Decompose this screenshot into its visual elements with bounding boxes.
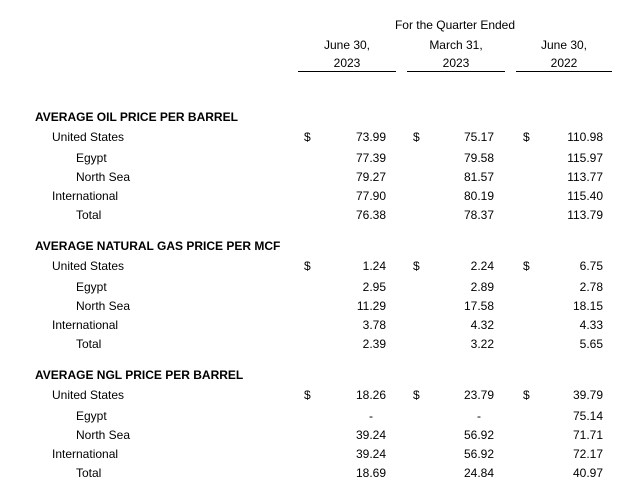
table-cell-value: 76.38 <box>355 208 386 222</box>
currency-symbol: $ <box>523 130 530 144</box>
table-cell-value: 115.40 <box>567 189 603 203</box>
table-cell-value: 81.57 <box>463 170 494 184</box>
table-cell-value: 77.39 <box>355 151 386 165</box>
table-cell-value: 113.77 <box>567 170 603 184</box>
table-cell-value: 4.32 <box>470 318 494 332</box>
table-cell-value: 71.71 <box>572 428 603 442</box>
table-cell-value: 2.39 <box>362 337 386 351</box>
table-cell-value: 11.29 <box>356 299 386 313</box>
row-label: International <box>52 447 119 461</box>
column-header-2-line1: March 31, <box>429 38 483 52</box>
table-cell-value: 78.37 <box>463 208 494 222</box>
row-label: United States <box>52 259 125 273</box>
row-label: North Sea <box>76 299 131 313</box>
row-label: United States <box>52 130 125 144</box>
table-cell-value: 56.92 <box>463 447 494 461</box>
table-cell-value: 56.92 <box>463 428 494 442</box>
table-cell-value: 115.97 <box>567 151 603 165</box>
period-title: For the Quarter Ended <box>394 18 516 32</box>
section-title: AVERAGE NATURAL GAS PRICE PER MCF <box>35 239 281 253</box>
table-cell-value: 79.58 <box>463 151 494 165</box>
table-cell-value: 6.75 <box>579 259 603 273</box>
column-header-3-line2: 2022 <box>550 56 578 70</box>
table-cell-value: 3.78 <box>362 318 386 332</box>
table-cell-value: 77.90 <box>355 189 386 203</box>
currency-symbol: $ <box>304 130 311 144</box>
column-header-1-line1: June 30, <box>323 38 371 52</box>
row-label: Total <box>76 208 102 222</box>
section-title: AVERAGE OIL PRICE PER BARREL <box>35 110 238 124</box>
table-cell-value: 39.24 <box>355 428 386 442</box>
column-header-1-line2: 2023 <box>333 56 361 70</box>
table-cell-value: 75.14 <box>572 409 603 423</box>
row-label: Egypt <box>76 151 107 165</box>
row-label: North Sea <box>76 170 131 184</box>
table-cell-value: 72.17 <box>572 447 603 461</box>
table-cell-value: 17.58 <box>463 299 494 313</box>
table-cell-value: 18.15 <box>572 299 603 313</box>
table-cell-value: 39.24 <box>355 447 386 461</box>
table-cell-value: - <box>477 409 481 423</box>
table-cell-value: 110.98 <box>567 130 603 144</box>
table-cell-value: 2.78 <box>579 280 603 294</box>
table-cell-value: 73.99 <box>355 130 386 144</box>
currency-symbol: $ <box>413 388 420 402</box>
row-label: North Sea <box>76 428 131 442</box>
table-cell-value: 4.33 <box>579 318 603 332</box>
table-cell-value: 3.22 <box>470 337 494 351</box>
column-header-1-underline <box>298 71 396 72</box>
column-header-2-underline <box>407 71 505 72</box>
row-label: Total <box>76 466 102 480</box>
row-label: Egypt <box>76 409 107 423</box>
currency-symbol: $ <box>304 388 311 402</box>
table-cell-value: 2.95 <box>362 280 386 294</box>
table-cell-value: 2.24 <box>470 259 494 273</box>
row-label: United States <box>52 388 125 402</box>
column-header-2-line2: 2023 <box>442 56 470 70</box>
table-cell-value: 80.19 <box>463 189 494 203</box>
currency-symbol: $ <box>413 259 420 273</box>
column-header-3-underline <box>516 71 612 72</box>
table-cell-value: 75.17 <box>463 130 494 144</box>
table-cell-value: 18.26 <box>355 388 386 402</box>
currency-symbol: $ <box>523 259 530 273</box>
currency-symbol: $ <box>523 388 530 402</box>
row-label: International <box>52 318 119 332</box>
table-cell-value: 79.27 <box>355 170 386 184</box>
section-title: AVERAGE NGL PRICE PER BARREL <box>35 368 244 382</box>
table-cell-value: 1.24 <box>362 259 386 273</box>
table-cell-value: 23.79 <box>463 388 494 402</box>
table-cell-value: 39.79 <box>572 388 603 402</box>
table-cell-value: 2.89 <box>470 280 494 294</box>
currency-symbol: $ <box>413 130 420 144</box>
table-cell-value: - <box>369 409 373 423</box>
row-label: Egypt <box>76 280 107 294</box>
column-header-3-line1: June 30, <box>540 38 588 52</box>
table-cell-value: 24.84 <box>463 466 494 480</box>
currency-symbol: $ <box>304 259 311 273</box>
table-cell-value: 40.97 <box>572 466 603 480</box>
table-cell-value: 113.79 <box>567 208 603 222</box>
table-cell-value: 5.65 <box>579 337 603 351</box>
row-label: Total <box>76 337 102 351</box>
row-label: International <box>52 189 119 203</box>
table-cell-value: 18.69 <box>355 466 386 480</box>
